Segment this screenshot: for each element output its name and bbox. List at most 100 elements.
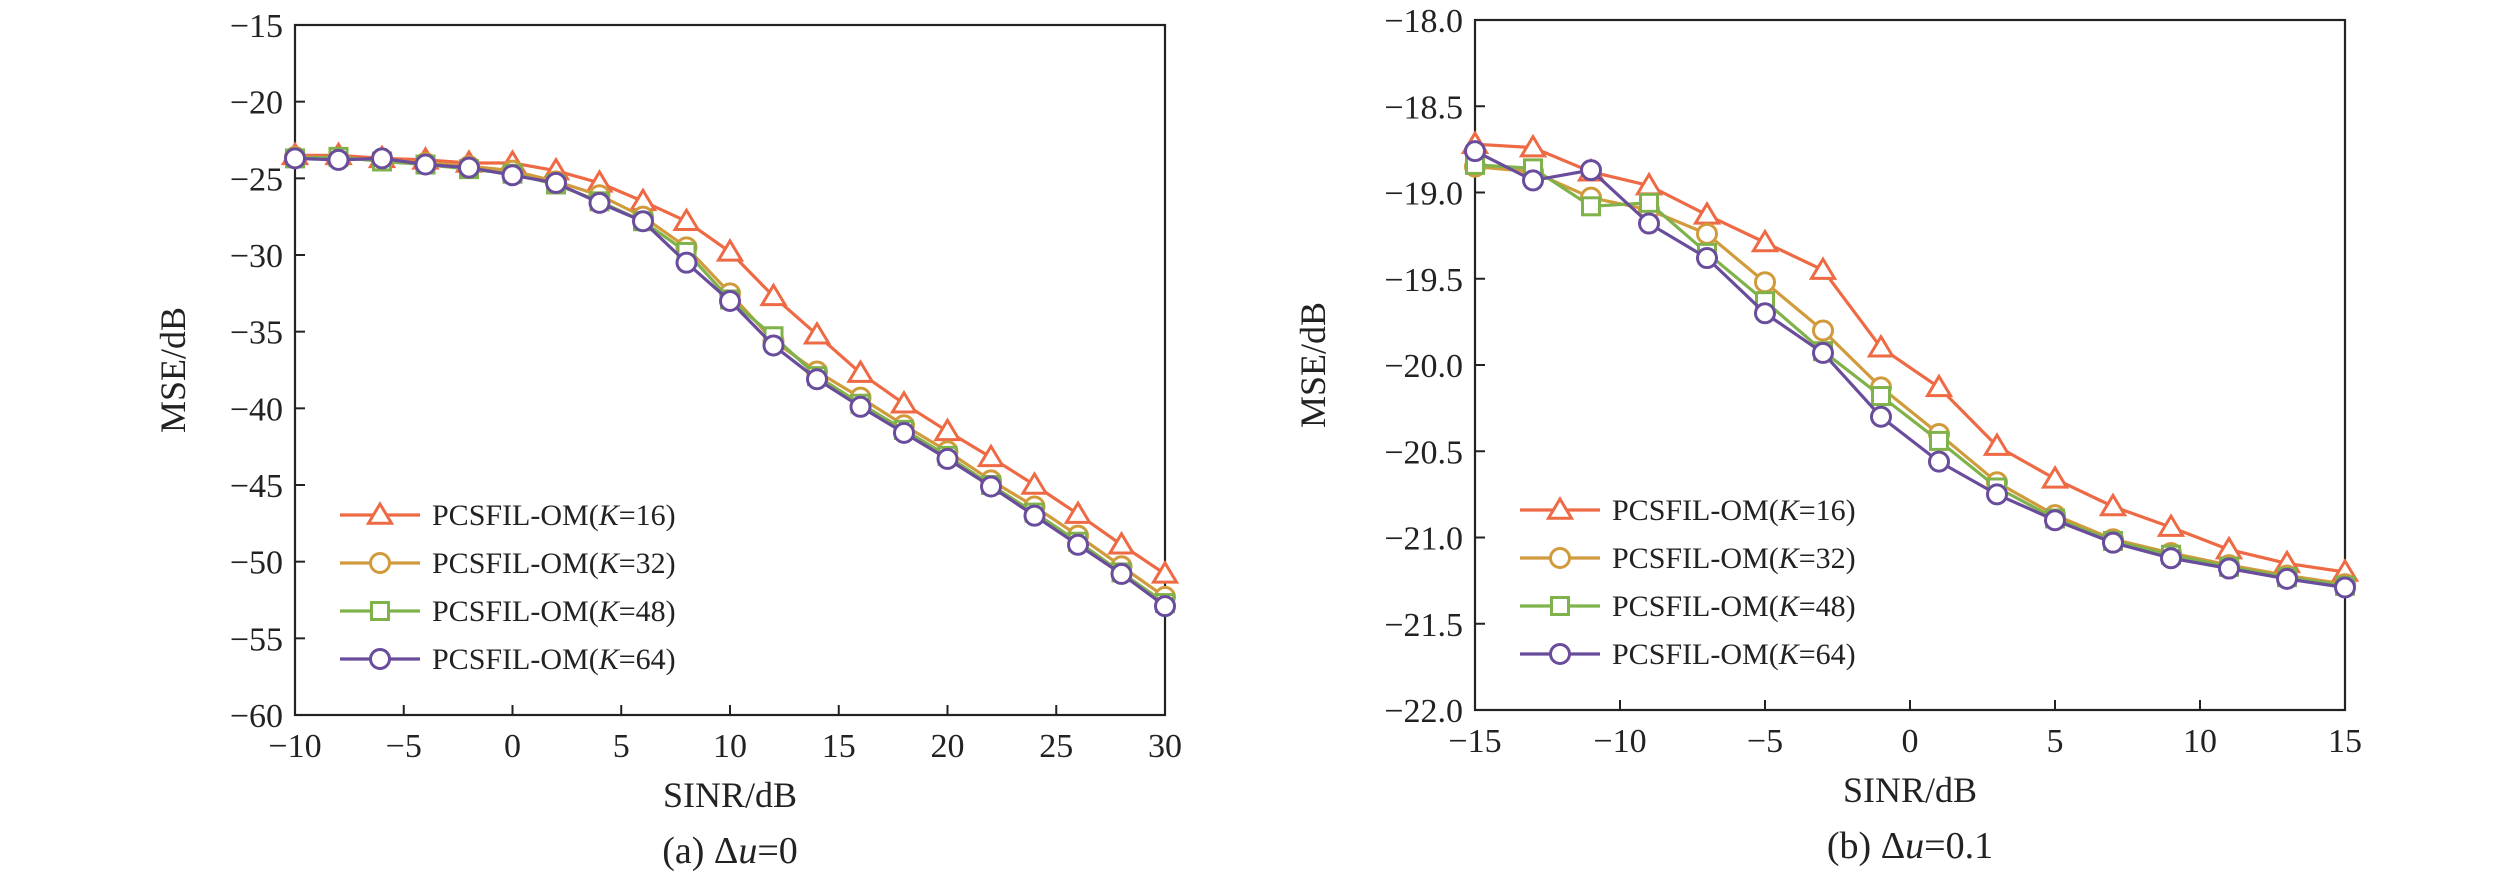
data-point-k64 [1696, 247, 1718, 270]
data-point-k48 [1581, 196, 1601, 217]
x-axis-label: SINR/dB [1843, 770, 1977, 810]
legend-marker [369, 648, 391, 670]
y-tick-label: −45 [230, 468, 283, 505]
data-point-k64 [1928, 450, 1950, 473]
legend-label: PCSFIL-OM(K=32) [1612, 542, 1856, 575]
y-tick-label: −55 [230, 621, 283, 658]
data-point-k16 [1866, 333, 1896, 358]
series-line-k64 [1474, 149, 2346, 590]
data-point-k16 [1924, 373, 1954, 398]
series-k32 [1464, 155, 2356, 596]
data-point-k64 [1067, 533, 1089, 556]
data-point-k64 [632, 210, 654, 233]
legend-label: PCSFIL-OM(K=32) [432, 547, 676, 580]
data-point-k16 [802, 320, 832, 345]
y-tick-label: −18.5 [1384, 89, 1463, 126]
y-tick-label: −50 [230, 545, 283, 582]
data-point-k32 [1696, 222, 1718, 245]
panel-caption: (b) Δu=0.1 [1827, 825, 1993, 867]
x-tick-label: 10 [713, 728, 747, 765]
series-line-k32 [1474, 165, 2346, 586]
legend-item-k32: PCSFIL-OM(K=32) [1520, 542, 1856, 575]
y-tick-label: −21.0 [1384, 521, 1463, 558]
legend-marker [1549, 547, 1571, 569]
series-k48 [285, 146, 1175, 614]
legend-label: PCSFIL-OM(K=48) [432, 595, 676, 628]
legend-marker [1549, 643, 1571, 665]
series-k64 [1464, 140, 2356, 599]
y-tick-label: −35 [230, 315, 283, 352]
legend-marker [1550, 596, 1570, 616]
x-tick-label: 15 [2328, 723, 2362, 760]
data-point-k64 [2044, 509, 2066, 532]
x-tick-label: 5 [613, 728, 630, 765]
legend-item-k48: PCSFIL-OM(K=48) [340, 595, 676, 628]
data-point-k64 [458, 156, 480, 179]
plot-frame [293, 23, 1167, 717]
plot-frame [1473, 18, 2347, 712]
data-point-k16 [1150, 560, 1180, 584]
data-point-k16 [1750, 228, 1780, 253]
x-tick-label: −10 [268, 728, 321, 765]
legend-marker [369, 552, 391, 574]
x-tick-label: 25 [1039, 728, 1073, 765]
series-line-k48 [294, 155, 1166, 605]
data-point-k16 [933, 417, 962, 442]
y-tick-label: −20 [230, 85, 283, 122]
x-tick-label: −15 [1448, 723, 1501, 760]
data-point-k48 [1871, 386, 1891, 407]
x-tick-label: 30 [1148, 728, 1182, 765]
data-point-k16 [672, 207, 701, 232]
legend-item-k16: PCSFIL-OM(K=16) [1520, 494, 1856, 527]
y-tick-label: −40 [230, 391, 283, 428]
series-k48 [1465, 154, 2355, 596]
x-tick-label: −5 [1747, 723, 1783, 760]
data-point-k64 [893, 421, 915, 444]
data-point-k64 [1110, 562, 1133, 585]
data-point-k16 [715, 238, 745, 262]
data-point-k64 [1580, 159, 1602, 182]
legend-marker [370, 601, 390, 621]
legend-label: PCSFIL-OM(K=64) [432, 643, 676, 676]
data-point-k64 [2218, 557, 2240, 580]
legend-label: PCSFIL-OM(K=64) [1612, 638, 1856, 671]
data-point-k64 [1522, 169, 1544, 192]
data-point-k64 [1464, 140, 1486, 163]
legend-marker [365, 501, 395, 525]
data-point-k64 [980, 475, 1002, 498]
series-k32 [284, 145, 1176, 608]
legend: PCSFIL-OM(K=16) PCSFIL-OM(K=32) PCSFIL-OM(… [340, 499, 676, 676]
data-point-k16 [1808, 256, 1838, 280]
data-point-k16 [2156, 513, 2186, 537]
series-line-k32 [294, 155, 1166, 599]
y-tick-label: −20.5 [1384, 434, 1463, 471]
y-tick-label: −60 [230, 698, 283, 735]
legend-item-k64: PCSFIL-OM(K=64) [340, 643, 676, 676]
legend-marker [1545, 496, 1575, 520]
data-point-k64 [2334, 576, 2356, 599]
data-point-k64 [2160, 547, 2182, 570]
data-point-k32 [1754, 271, 1776, 294]
data-point-k32 [1812, 319, 1834, 342]
data-point-k64 [1638, 212, 1660, 235]
y-tick-label: −22.0 [1384, 693, 1463, 730]
data-point-k64 [501, 164, 524, 187]
data-point-k16 [759, 282, 788, 307]
y-tick-label: −18.0 [1384, 3, 1463, 40]
data-point-k16 [976, 443, 1006, 468]
data-point-k64 [371, 147, 393, 170]
data-point-k16 [2098, 492, 2128, 517]
data-point-k64 [414, 153, 437, 176]
x-tick-label: 15 [822, 728, 856, 765]
x-tick-label: 10 [2183, 723, 2217, 760]
data-point-k16 [1063, 500, 1093, 524]
series-line-k16 [1474, 142, 2346, 574]
data-point-k64 [936, 447, 959, 470]
data-point-k64 [545, 171, 567, 194]
panel-caption: (a) Δu=0 [662, 830, 798, 872]
data-point-k16 [2040, 464, 2070, 489]
data-point-k64 [1754, 302, 1776, 325]
data-point-k64 [1986, 483, 2008, 506]
legend: PCSFIL-OM(K=16) PCSFIL-OM(K=32) PCSFIL-OM(… [1520, 494, 1856, 671]
